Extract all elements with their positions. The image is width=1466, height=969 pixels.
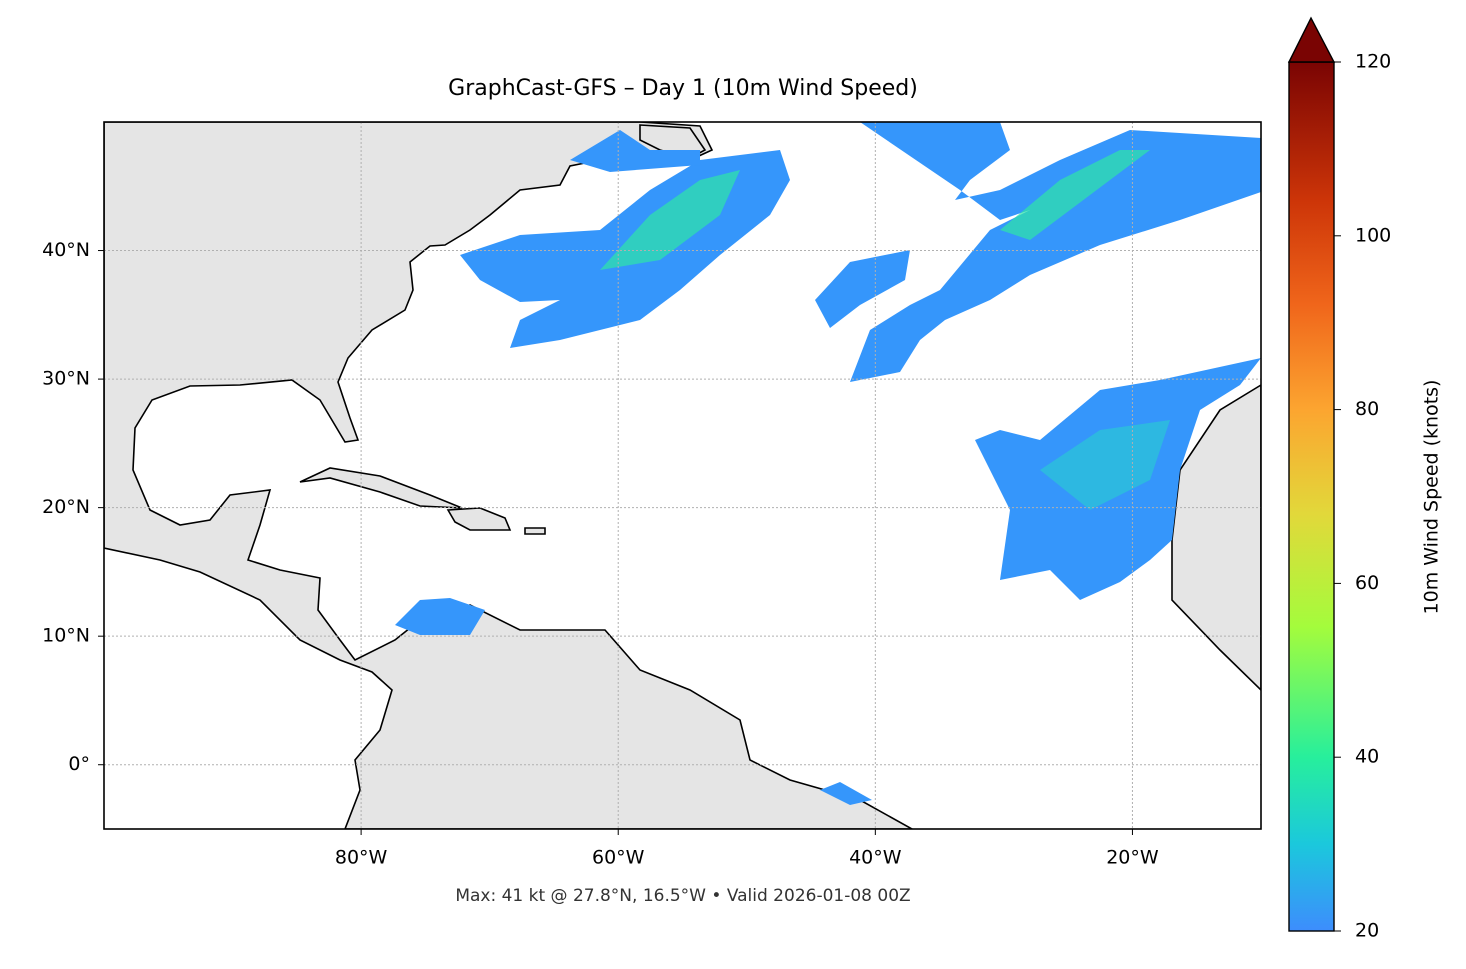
y-tick-label: 40°N	[42, 239, 90, 261]
wind-area	[815, 250, 910, 328]
gridlines	[104, 122, 1261, 829]
colorbar-tick-label: 40	[1355, 746, 1379, 768]
africa	[1171, 384, 1261, 692]
x-tick-label: 40°W	[849, 847, 902, 869]
wind-area	[850, 122, 1261, 382]
x-tick-label: 60°W	[592, 847, 645, 869]
y-tick-label: 20°N	[42, 496, 90, 518]
colorbar-label: 10m Wind Speed (knots)	[1421, 380, 1443, 615]
colorbar-extend	[1287, 16, 1336, 63]
wind-area	[600, 170, 740, 270]
x-tick-label: 80°W	[335, 847, 388, 869]
map-title: GraphCast-GFS – Day 1 (10m Wind Speed)	[448, 76, 918, 101]
wind-area	[820, 782, 872, 805]
wind-area	[570, 130, 700, 172]
y-tick-label: 30°N	[42, 368, 90, 390]
colorbar-tick-label: 20	[1355, 920, 1379, 942]
colorbar	[1288, 61, 1335, 932]
colorbar-tick-label: 80	[1355, 398, 1379, 420]
y-tick-label: 0°	[68, 753, 90, 775]
map-frame	[103, 121, 1262, 830]
y-tick-label: 10°N	[42, 625, 90, 647]
wind-area	[1040, 420, 1170, 510]
x-tick-label: 20°W	[1106, 847, 1159, 869]
wind-area	[395, 598, 485, 635]
americas	[104, 122, 914, 829]
map-area	[104, 122, 1261, 829]
wind-area	[1000, 150, 1150, 240]
footnote: Max: 41 kt @ 27.8°N, 16.5°W • Valid 2026…	[455, 886, 910, 906]
colorbar-tick-label: 60	[1355, 572, 1379, 594]
puerto-rico	[524, 527, 546, 535]
colorbar-tick-label: 100	[1355, 224, 1391, 246]
colorbar-tick-label: 120	[1355, 51, 1391, 73]
